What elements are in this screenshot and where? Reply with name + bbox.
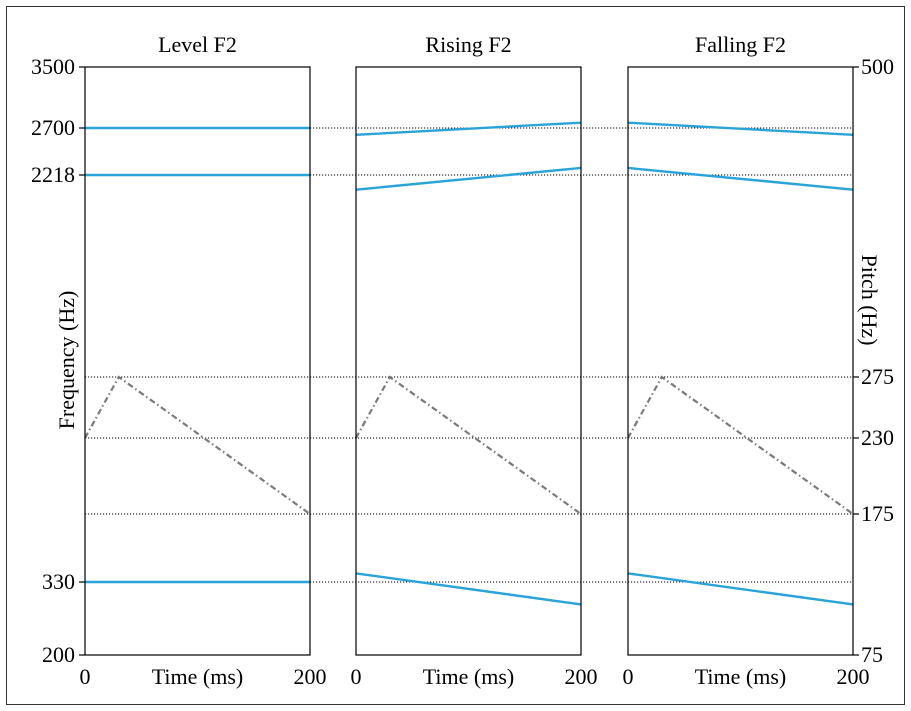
formant-f2 (627, 166, 854, 191)
pitch-contour (355, 375, 582, 515)
x-tick-label: 0 (80, 664, 91, 689)
pitch-contour (627, 375, 854, 515)
panel-3: Falling F2 0 200 Time (ms) (623, 32, 870, 689)
panels: Level F2 0 200 Time (ms) Rising F2 0 200 Time (… (80, 32, 870, 689)
pitch-contour (84, 375, 311, 515)
pitch-tick-label: 275 (861, 364, 894, 389)
frequency-tick-label: 2700 (31, 115, 75, 140)
x-tick-label: 200 (837, 664, 870, 689)
pitch-tick-label: 500 (861, 54, 894, 79)
formant-f1 (627, 572, 854, 606)
panel-1: Level F2 0 200 Time (ms) (80, 32, 327, 689)
pitch-tick-label: 230 (861, 425, 894, 450)
frequency-tick-label: 330 (42, 569, 75, 594)
pitch-tick-label: 175 (861, 501, 894, 526)
x-tick-label: 200 (565, 664, 598, 689)
pitch-axis: Pitch (Hz) 75 175 230 275 500 (853, 54, 894, 667)
frequency-tick-label: 2218 (31, 162, 75, 187)
formant-f1 (355, 572, 582, 606)
panel-frame (84, 66, 311, 656)
x-tick-label: 0 (623, 664, 634, 689)
panel-frame (627, 66, 854, 656)
x-tick-label: 0 (351, 664, 362, 689)
frequency-axis-label: Frequency (Hz) (54, 291, 79, 430)
pitch-tick-label: 75 (861, 642, 883, 667)
x-tick-label: 200 (294, 664, 327, 689)
panel-title: Level F2 (158, 32, 237, 57)
figure-border (6, 6, 905, 705)
panel-frame (355, 66, 582, 656)
formant-f3 (627, 121, 854, 137)
frequency-axis: Frequency (Hz) 200 330 2218 2700 3500 (31, 54, 85, 667)
panel-title: Falling F2 (695, 32, 786, 57)
pitch-axis-label: Pitch (Hz) (857, 254, 882, 345)
frequency-tick-label: 3500 (31, 54, 75, 79)
panel-2: Rising F2 0 200 Time (ms) (351, 32, 598, 689)
x-axis-label: Time (ms) (695, 664, 786, 689)
formant-f2 (355, 166, 582, 191)
formant-f3 (355, 121, 582, 137)
x-axis-label: Time (ms) (423, 664, 514, 689)
frequency-tick-label: 200 (42, 642, 75, 667)
panel-title: Rising F2 (425, 32, 511, 57)
x-axis-label: Time (ms) (152, 664, 243, 689)
